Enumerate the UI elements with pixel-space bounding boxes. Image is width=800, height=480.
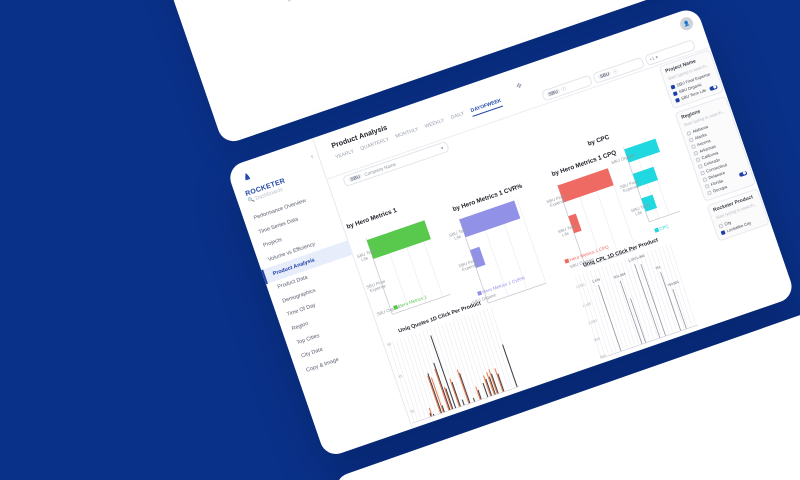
svg-text:1,100: 1,100: [582, 302, 592, 309]
svg-text:45: 45: [398, 374, 403, 379]
svg-text:1,676: 1,676: [591, 277, 600, 284]
svg-text:CPC: CPC: [659, 223, 670, 231]
svg-text:1,200: 1,200: [575, 283, 585, 290]
svg-text:759,881: 759,881: [667, 280, 680, 288]
svg-text:900: 900: [594, 337, 601, 343]
svg-text:Life: Life: [635, 209, 644, 216]
svg-text:by CPC: by CPC: [587, 134, 611, 148]
svg-text:0: 0: [287, 0, 292, 3]
svg-text:1,0701,066: 1,0701,066: [628, 254, 645, 263]
svg-text:30: 30: [410, 409, 415, 414]
svg-text:60: 60: [387, 342, 392, 347]
svg-text:Life: Life: [561, 230, 570, 237]
svg-text:by Hero Metrics 1: by Hero Metrics 1: [346, 207, 398, 231]
svg-text:Life: Life: [454, 234, 463, 241]
svg-text:Hero Metrics 1 CVR%: Hero Metrics 1 CVR%: [482, 275, 526, 294]
svg-text:901,984: 901,984: [613, 272, 626, 280]
svg-text:Uniq Quotes 1D Click Per Produ: Uniq Quotes 1D Click Per Product: [398, 301, 482, 335]
svg-text:Hero Metrics 1: Hero Metrics 1: [398, 294, 428, 309]
svg-text:Life: Life: [360, 255, 369, 262]
svg-text:751: 751: [655, 265, 662, 271]
